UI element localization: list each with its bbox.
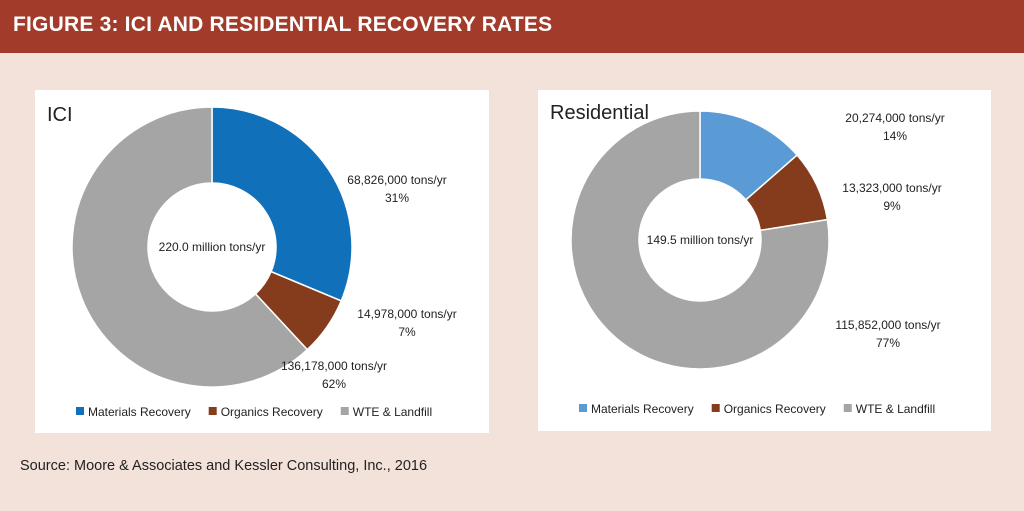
res-percent-label-materials-recovery: 14% [883,129,907,143]
ici-chart-panel: ICI 68,826,000 tons/yr 31% 14,978,000 tons/… [35,90,489,433]
ici-percent-label-materials-recovery: 31% [385,191,409,205]
ici-legend-swatch-wte-and-landfill [340,407,349,415]
res-percent-label-organics-recovery: 9% [883,199,901,213]
ici-percent-label-wte-and-landfill: 62% [322,377,346,391]
res-legend-swatch-wte-and-landfill [843,404,852,412]
res-percent-label-wte-and-landfill: 77% [876,336,900,350]
ici-slice-wte-and-landfill [71,106,309,388]
ici-legend-label-organics-recovery: Organics Recovery [221,405,323,419]
res-legend-swatch-organics-recovery [711,404,720,412]
res-slice-wte-and-landfill [570,110,830,370]
res-value-label-organics-recovery: 13,323,000 tons/yr [842,181,941,195]
ici-legend-swatch-organics-recovery [208,407,217,415]
ici-legend-label-materials-recovery: Materials Recovery [88,405,191,419]
res-chart-title: Residential [550,102,649,124]
ici-chart-title: ICI [47,104,73,126]
residential-donut-chart: Residential 20,274,000 tons/yr 14% 13,323,0… [550,102,945,416]
ici-value-label-wte-and-landfill: 136,178,000 tons/yr [281,359,387,373]
figure-title: FIGURE 3: ICI AND RESIDENTIAL RECOVERY R… [13,13,553,36]
source-note: Source: Moore & Associates and Kessler C… [20,458,428,474]
figure-header: FIGURE 3: ICI AND RESIDENTIAL RECOVERY R… [0,0,1024,53]
res-center-label: 149.5 million tons/yr [647,233,754,247]
ici-value-label-organics-recovery: 14,978,000 tons/yr [357,307,456,321]
ici-center-label: 220.0 million tons/yr [159,240,266,254]
ici-legend-swatch-materials-recovery [76,407,84,415]
residential-chart-panel: Residential 20,274,000 tons/yr 14% 13,323,0… [538,90,991,431]
res-legend-swatch-materials-recovery [579,404,587,412]
res-legend-label-wte-and-landfill: WTE & Landfill [856,402,935,416]
ici-percent-label-organics-recovery: 7% [398,325,416,339]
res-legend-label-organics-recovery: Organics Recovery [724,402,826,416]
ici-legend-label-wte-and-landfill: WTE & Landfill [353,405,432,419]
ici-value-label-materials-recovery: 68,826,000 tons/yr [347,173,446,187]
res-legend-label-materials-recovery: Materials Recovery [591,402,694,416]
ici-slice-materials-recovery [211,106,353,302]
res-value-label-materials-recovery: 20,274,000 tons/yr [845,111,944,125]
ici-donut-chart: ICI 68,826,000 tons/yr 31% 14,978,000 tons/… [47,104,457,419]
res-value-label-wte-and-landfill: 115,852,000 tons/yr [835,318,940,332]
